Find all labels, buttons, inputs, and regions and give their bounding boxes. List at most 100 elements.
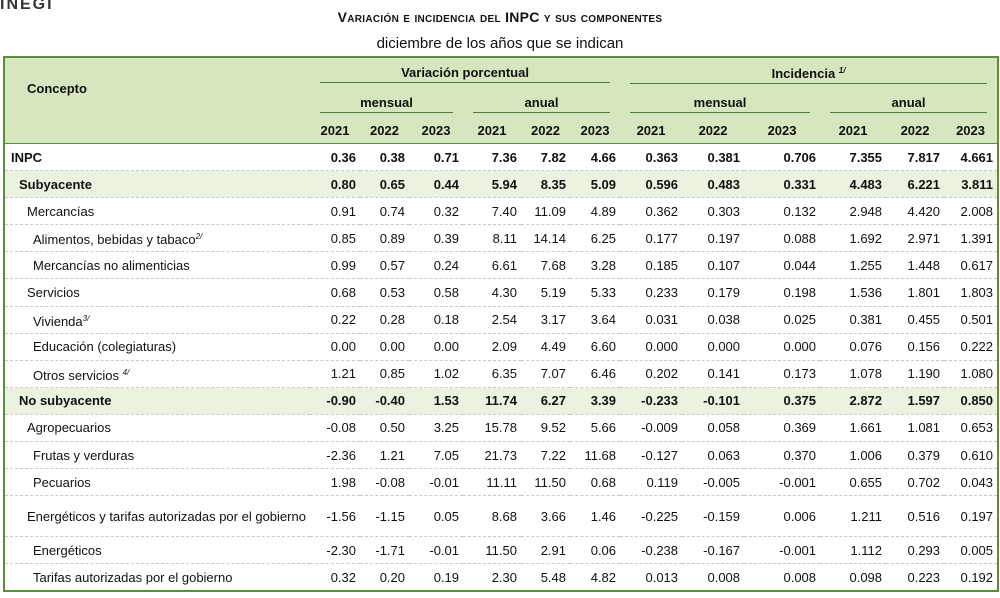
footnote-ref: 4/ — [122, 367, 130, 377]
value-cell: 0.179 — [682, 278, 745, 307]
value-cell: 8.68 — [463, 495, 521, 538]
value-cell: 0.088 — [744, 224, 821, 253]
value-cell: 0.483 — [682, 170, 745, 199]
header-year: 2021 — [620, 118, 683, 144]
value-cell: 0.381 — [820, 306, 887, 334]
row-label: Energéticos — [4, 536, 310, 565]
inpc-table: Concepto Variación porcentual Incidencia… — [3, 56, 1000, 593]
value-cell: 0.19 — [409, 563, 463, 592]
row-label: Subyacente — [4, 170, 310, 199]
value-cell: 1.211 — [820, 495, 887, 538]
row-label: Agropecuarios — [4, 414, 310, 443]
value-cell: 0.05 — [409, 495, 463, 538]
header-year: 2022 — [886, 118, 945, 144]
value-cell: 1.21 — [310, 360, 360, 388]
value-cell: 0.058 — [682, 414, 745, 443]
value-cell: 0.24 — [409, 251, 463, 280]
value-cell: 9.52 — [521, 414, 570, 443]
value-cell: 0.53 — [360, 278, 409, 307]
value-cell: 0.706 — [744, 143, 821, 172]
value-cell: -0.001 — [744, 468, 821, 497]
value-cell: -0.159 — [682, 495, 745, 538]
value-cell: 3.39 — [570, 387, 621, 415]
value-cell: 0.50 — [360, 414, 409, 443]
header-year: 2023 — [409, 118, 463, 144]
table-row: Energéticos -2.30 -1.71 -0.01 11.50 2.91 0.06-… — [4, 536, 999, 565]
value-cell: 0.501 — [944, 306, 999, 334]
value-cell: 0.098 — [820, 563, 887, 592]
value-cell: 2.09 — [463, 333, 521, 361]
value-cell: 0.076 — [820, 333, 887, 361]
footnote-ref: 1/ — [838, 66, 846, 75]
value-cell: 0.610 — [944, 441, 999, 470]
value-cell: 1.98 — [310, 468, 360, 497]
value-cell: 0.005 — [944, 536, 999, 565]
value-cell: 0.18 — [409, 306, 463, 334]
logo-fragment: INEGI — [0, 0, 54, 10]
value-cell: 4.30 — [463, 278, 521, 307]
row-label: Mercancías no alimenticias — [4, 251, 310, 280]
value-cell: 0.177 — [620, 224, 683, 253]
row-label: Alimentos, bebidas y tabaco2/ — [4, 224, 310, 253]
value-cell: 14.14 — [521, 224, 570, 253]
table-row: Mercancías no alimenticias 0.99 0.57 0.24 6.… — [4, 251, 999, 280]
value-cell: 7.82 — [521, 143, 570, 172]
value-cell: -1.56 — [310, 495, 360, 538]
value-cell: 0.303 — [682, 197, 745, 226]
value-cell: 4.66 — [570, 143, 621, 172]
value-cell: 0.185 — [620, 251, 683, 280]
value-cell: 2.971 — [886, 224, 945, 253]
value-cell: 0.00 — [360, 333, 409, 361]
value-cell: 0.85 — [310, 224, 360, 253]
value-cell: 7.68 — [521, 251, 570, 280]
row-label: Frutas y verduras — [4, 441, 310, 470]
value-cell: 7.36 — [463, 143, 521, 172]
value-cell: 3.28 — [570, 251, 621, 280]
value-cell: 0.850 — [944, 387, 999, 415]
value-cell: 0.222 — [944, 333, 999, 361]
value-cell: 5.33 — [570, 278, 621, 307]
value-cell: 0.141 — [682, 360, 745, 388]
row-label: No subyacente — [4, 387, 310, 415]
value-cell: 0.89 — [360, 224, 409, 253]
value-cell: 0.74 — [360, 197, 409, 226]
row-label: Educación (colegiaturas) — [4, 333, 310, 361]
value-cell: 0.198 — [744, 278, 821, 307]
header-inc-mensual: mensual — [620, 88, 821, 118]
value-cell: 7.22 — [521, 441, 570, 470]
value-cell: 0.119 — [620, 468, 683, 497]
value-cell: 1.081 — [886, 414, 945, 443]
value-cell: 6.46 — [570, 360, 621, 388]
header-year: 2023 — [744, 118, 821, 144]
value-cell: 0.369 — [744, 414, 821, 443]
value-cell: 0.044 — [744, 251, 821, 280]
value-cell: 0.223 — [886, 563, 945, 592]
table-row: Educación (colegiaturas) 0.00 0.00 0.00 2.09… — [4, 333, 999, 361]
value-cell: 3.17 — [521, 306, 570, 334]
value-cell: 0.99 — [310, 251, 360, 280]
value-cell: -0.08 — [360, 468, 409, 497]
value-cell: 11.11 — [463, 468, 521, 497]
value-cell: 0.008 — [744, 563, 821, 592]
header-inc-anual: anual — [820, 88, 999, 118]
value-cell: 0.362 — [620, 197, 683, 226]
header-concepto: Concepto — [4, 57, 310, 118]
value-cell: 0.363 — [620, 143, 683, 172]
value-cell: 0.008 — [682, 563, 745, 592]
table-title: Variación e incidencia del INPC y sus co… — [337, 9, 663, 25]
value-cell: 4.89 — [570, 197, 621, 226]
value-cell: 0.455 — [886, 306, 945, 334]
value-cell: 6.35 — [463, 360, 521, 388]
table-row: Otros servicios 4/1.21 0.85 1.02 6.35 7.07 6.… — [4, 360, 999, 388]
value-cell: 11.68 — [570, 441, 621, 470]
table-row: Pecuarios 1.98 -0.08 -0.01 11.11 11.50 0.68 0.1… — [4, 468, 999, 497]
value-cell: -0.233 — [620, 387, 683, 415]
value-cell: 0.031 — [620, 306, 683, 334]
value-cell: 0.202 — [620, 360, 683, 388]
value-cell: 1.078 — [820, 360, 887, 388]
table-row: Mercancías 0.91 0.74 0.32 7.40 11.09 4.89 0.362… — [4, 197, 999, 226]
value-cell: 1.255 — [820, 251, 887, 280]
value-cell: 0.32 — [409, 197, 463, 226]
header-year: 2021 — [310, 118, 360, 144]
value-cell: 0.85 — [360, 360, 409, 388]
